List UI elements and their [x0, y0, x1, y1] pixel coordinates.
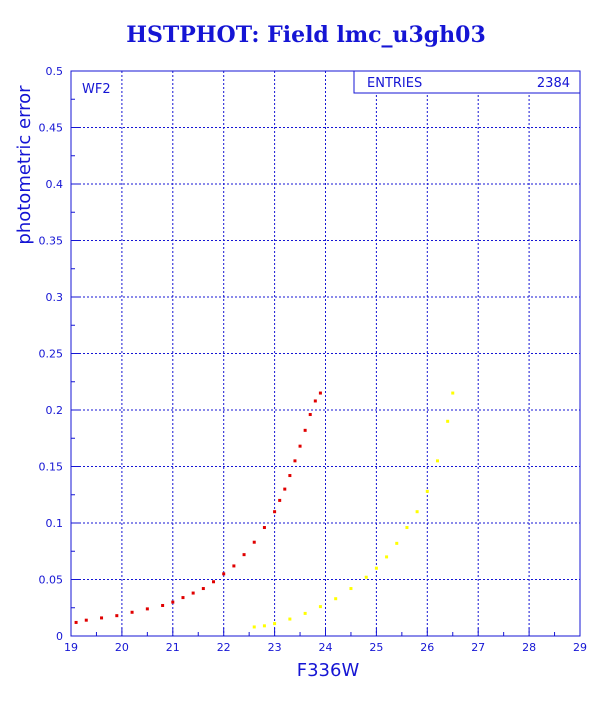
data-point	[74, 620, 78, 624]
data-point	[435, 459, 439, 463]
data-point	[425, 489, 429, 493]
x-tick-label: 25	[369, 641, 383, 654]
y-tick-label: 0.35	[39, 235, 64, 248]
data-point	[130, 610, 134, 614]
data-point	[191, 591, 195, 595]
x-tick-label: 22	[217, 641, 231, 654]
axis-ticks: 19 20 21 22 23 24 25 26 27 28 29 0 0.05 0.1 0.15 0.2 0.2…	[39, 65, 588, 654]
data-point	[115, 614, 119, 618]
data-point	[318, 605, 322, 609]
data-point	[222, 572, 226, 576]
data-point	[395, 541, 399, 545]
data-point	[405, 526, 409, 530]
x-axis-label: F336W	[297, 660, 360, 681]
x-tick-label: 20	[115, 641, 129, 654]
data-point	[252, 625, 256, 629]
data-point	[273, 510, 277, 514]
data-point	[364, 575, 368, 579]
stats-entries-label: ENTRIES	[367, 76, 422, 91]
x-tick-label: 21	[166, 641, 180, 654]
y-tick-label: 0.1	[46, 517, 64, 530]
data-point	[303, 611, 307, 615]
data-point	[232, 564, 236, 568]
data-point	[278, 498, 282, 502]
x-tick-label: 27	[471, 641, 485, 654]
data-point	[415, 510, 419, 514]
x-tick-label: 24	[319, 641, 333, 654]
y-axis-label: photometric error	[14, 85, 35, 245]
y-tick-label: 0.05	[39, 574, 64, 587]
data-point	[293, 459, 297, 463]
y-tick-label: 0.25	[39, 348, 64, 361]
y-tick-label: 0.3	[46, 291, 64, 304]
stats-entries-value: 2384	[537, 76, 570, 91]
data-points	[74, 391, 455, 629]
data-point	[145, 607, 149, 611]
data-point	[100, 616, 104, 620]
data-point	[262, 624, 266, 628]
data-point	[161, 603, 165, 607]
grid	[71, 71, 580, 636]
data-point	[288, 474, 292, 478]
data-point	[201, 587, 205, 591]
data-point	[298, 444, 302, 448]
data-point	[212, 580, 216, 584]
y-tick-label: 0	[56, 630, 63, 643]
data-point	[318, 391, 322, 395]
y-tick-label: 0.2	[46, 404, 64, 417]
data-point	[374, 566, 378, 570]
stats-box-frame	[353, 70, 581, 94]
data-point	[181, 596, 185, 600]
data-point	[273, 622, 277, 626]
data-point	[349, 587, 353, 591]
y-tick-label: 0.15	[39, 461, 64, 474]
data-point	[252, 540, 256, 544]
y-tick-label: 0.45	[39, 122, 64, 135]
x-tick-label: 28	[522, 641, 536, 654]
x-tick-label: 26	[420, 641, 434, 654]
data-point	[283, 487, 287, 491]
data-point	[288, 617, 292, 621]
data-point	[84, 618, 88, 622]
chart-title: HSTPHOT: Field lmc_u3gh03	[126, 22, 486, 48]
x-tick-label: 23	[268, 641, 282, 654]
data-point	[242, 553, 246, 557]
series-1	[252, 391, 455, 629]
data-point	[308, 413, 312, 417]
data-point	[171, 600, 175, 604]
stats-box: ENTRIES 2384	[353, 70, 581, 94]
data-point	[334, 597, 338, 601]
y-tick-label: 0.4	[46, 178, 64, 191]
panel-label: WF2	[82, 82, 111, 97]
y-tick-label: 0.5	[46, 65, 64, 78]
x-tick-label: 29	[573, 641, 587, 654]
data-point	[385, 555, 389, 559]
data-point	[303, 428, 307, 432]
x-tick-label: 19	[64, 641, 78, 654]
data-point	[451, 391, 455, 395]
series-0	[74, 391, 322, 624]
data-point	[313, 399, 317, 403]
data-point	[446, 419, 450, 423]
data-point	[262, 526, 266, 530]
